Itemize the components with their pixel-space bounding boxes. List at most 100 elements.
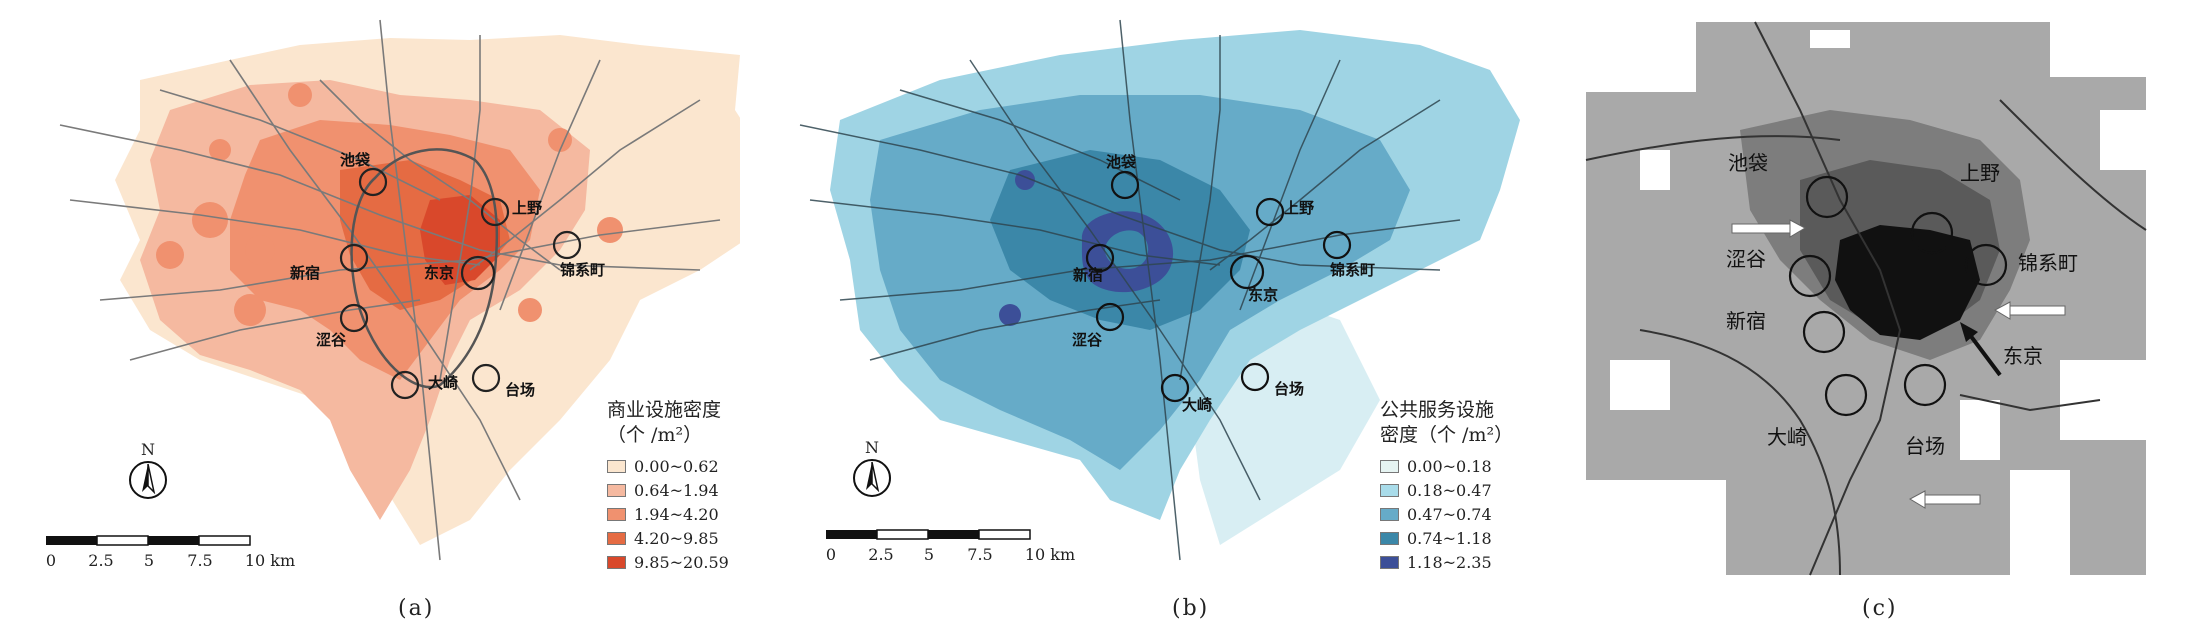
place-label-ueno: 上野 <box>1960 161 2000 185</box>
place-label-ueno: 上野 <box>1284 199 1314 217</box>
compass-icon <box>853 459 891 497</box>
legend-item: 0.00~0.18 <box>1380 454 1513 478</box>
density-class-5-spot <box>999 304 1021 326</box>
legend-item: 1.18~2.35 <box>1380 550 1513 574</box>
north-arrow: N <box>852 438 892 503</box>
transit-lines <box>799 19 1461 561</box>
scale-tick: 7.5 <box>187 551 213 570</box>
white-patches <box>1586 22 2146 575</box>
legend-item: 0.18~0.47 <box>1380 478 1513 502</box>
place-label-tokyo: 东京 <box>2003 344 2043 368</box>
arrow-icon <box>1731 219 1807 238</box>
compass-icon <box>129 461 167 499</box>
station-markers <box>339 167 582 400</box>
station-ring-ikebukuro <box>358 167 388 197</box>
north-label: N <box>865 438 879 457</box>
panel-caption: (b) <box>1172 596 1210 621</box>
place-label-tokyo: 东京 <box>424 264 454 282</box>
station-ring-shinjuku <box>1085 243 1115 273</box>
place-label-shinjuku: 新宿 <box>1726 309 1766 333</box>
place-labels: 池袋 上野 新宿 东京 锦系町 涩谷 大崎 台场 <box>1072 153 1375 414</box>
legend-item: 0.00~0.62 <box>607 454 729 478</box>
density-hotspots <box>156 83 623 326</box>
place-label-ikebukuro: 池袋 <box>1728 151 1768 175</box>
place-label-ueno: 上野 <box>512 199 542 217</box>
legend-item-label: 1.94~4.20 <box>634 504 719 524</box>
place-labels: 池袋 上野 新宿 东京 锦系町 涩谷 大崎 台场 <box>290 151 605 399</box>
station-ring-shinjuku <box>339 243 369 273</box>
place-label-odaiba: 台场 <box>1905 434 1945 458</box>
legend: 商业设施密度 （个 /m²） 0.00~0.62 0.64~1.94 1.94~… <box>607 398 729 574</box>
legend-swatch <box>607 507 626 521</box>
legend-title-line-1: 商业设施密度 <box>607 399 722 421</box>
station-ring-kinshicho <box>1964 243 2008 287</box>
legend-swatch <box>1380 483 1399 497</box>
station-markers <box>1788 175 2008 417</box>
scale-bar-graphic <box>826 529 1031 540</box>
place-label-tokyo: 东京 <box>1248 286 1278 304</box>
arrow-icon <box>1908 490 1981 509</box>
place-labels: 池袋 上野 涩谷 锦系町 新宿 东京 大崎 台场 <box>1726 151 2078 458</box>
place-label-kinshicho: 锦系町 <box>1330 261 1375 279</box>
panel-caption: (c) <box>1862 596 1898 621</box>
station-ring-odaiba <box>1240 362 1270 392</box>
station-ring-shibuya <box>339 303 369 333</box>
arrows <box>1731 219 2066 509</box>
scale-tick: 0 <box>45 551 57 570</box>
legend-swatch <box>1380 507 1399 521</box>
transit-ring-line <box>350 148 499 389</box>
place-label-ikebukuro: 池袋 <box>1106 153 1137 171</box>
scale-tick: 7.5 <box>967 545 993 564</box>
station-ring-kinshicho <box>1322 230 1352 260</box>
density-field <box>115 35 740 545</box>
station-ring-odaiba <box>1903 363 1947 407</box>
place-label-kinshicho: 锦系町 <box>2018 251 2078 275</box>
station-ring-osaki <box>390 370 420 400</box>
legend-item-label: 1.18~2.35 <box>1407 552 1492 572</box>
station-ring-kinshicho <box>552 230 582 260</box>
place-label-shibuya: 涩谷 <box>316 331 347 349</box>
station-ring-ueno <box>1255 197 1285 227</box>
north-label: N <box>141 440 155 459</box>
legend-title-line-2: （个 /m²） <box>607 424 703 446</box>
scale-bar: 0 2.5 5 7.5 10 km <box>45 532 295 571</box>
density-field <box>830 30 1520 545</box>
scale-tick: 5 <box>143 551 155 570</box>
legend-item-label: 4.20~9.85 <box>634 528 719 548</box>
legend-item: 9.85~20.59 <box>607 550 729 574</box>
arrow-icon <box>1993 301 2066 320</box>
transit-lines <box>59 19 721 561</box>
place-label-shibuya: 涩谷 <box>1726 247 1766 271</box>
station-markers <box>1085 170 1352 403</box>
place-label-odaiba: 台场 <box>1274 380 1304 398</box>
legend-swatch <box>607 483 626 497</box>
place-label-kinshicho: 锦系町 <box>560 261 605 279</box>
legend: 公共服务设施 密度（个 /m²） 0.00~0.18 0.18~0.47 0.4… <box>1380 398 1513 574</box>
arrow-icon <box>1960 322 2002 377</box>
legend-item: 0.64~1.94 <box>607 478 729 502</box>
legend-item-label: 0.64~1.94 <box>634 480 719 500</box>
scale-ticks: 0 2.5 5 7.5 10 km <box>45 551 295 571</box>
legend-swatch <box>607 459 626 473</box>
scale-tick: 10 km <box>244 551 296 570</box>
station-ring-tokyo <box>460 255 496 291</box>
place-label-osaki: 大崎 <box>428 374 458 392</box>
station-ring-ueno <box>480 197 510 227</box>
station-ring-ikebukuro <box>1805 175 1849 219</box>
legend-item: 0.74~1.18 <box>1380 526 1513 550</box>
panel-a: 池袋 上野 新宿 东京 锦系町 涩谷 大崎 台场 商业设施密度 （个 /m²） … <box>0 0 740 629</box>
legend-item: 1.94~4.20 <box>607 502 729 526</box>
legend-swatch <box>607 555 626 569</box>
density-class-4-area <box>990 150 1250 330</box>
legend-item-label: 0.18~0.47 <box>1407 480 1492 500</box>
place-label-odaiba: 台场 <box>505 381 535 399</box>
commercial-density-map: 池袋 上野 新宿 东京 锦系町 涩谷 大崎 台场 <box>59 19 740 561</box>
scale-tick: 2.5 <box>88 551 114 570</box>
place-label-osaki: 大崎 <box>1182 396 1212 414</box>
grayscale-density-map: 池袋 上野 涩谷 锦系町 新宿 东京 大崎 台场 <box>1585 21 2147 576</box>
legend-item-label: 0.47~0.74 <box>1407 504 1492 524</box>
station-ring-tokyo <box>1229 254 1265 290</box>
place-label-shinjuku: 新宿 <box>1073 266 1103 284</box>
scale-tick: 0 <box>825 545 837 564</box>
panel-c: 池袋 上野 涩谷 锦系町 新宿 东京 大崎 台场 (c) <box>1580 0 2208 629</box>
